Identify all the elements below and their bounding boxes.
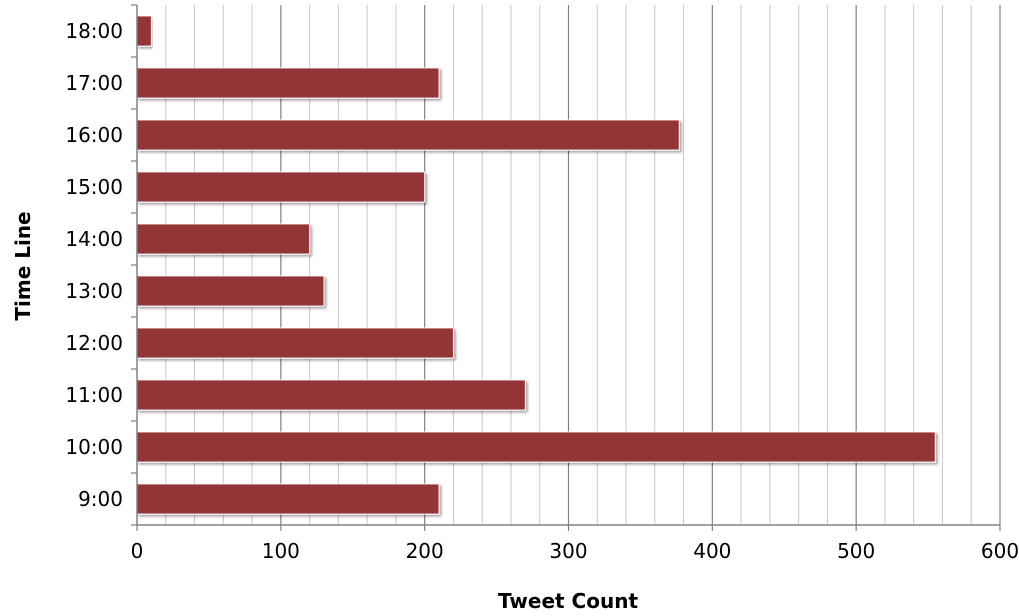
x-tick-label: 100	[262, 539, 300, 563]
bar	[136, 483, 440, 515]
y-tick-label: 14:00	[65, 227, 123, 251]
bar	[136, 275, 325, 307]
y-tick-label: 13:00	[65, 279, 123, 303]
y-axis-title: Time Line	[11, 211, 35, 320]
x-tick-label: 300	[549, 539, 587, 563]
bar	[136, 119, 680, 151]
x-tick-label: 0	[131, 539, 144, 563]
y-tick-label: 16:00	[65, 123, 123, 147]
y-tick-label: 17:00	[65, 71, 123, 95]
bar	[136, 67, 440, 99]
axes	[131, 4, 1001, 531]
x-tick-label: 500	[837, 539, 875, 563]
y-tick-label: 18:00	[65, 19, 123, 43]
bar	[136, 379, 526, 411]
y-tick-label: 12:00	[65, 331, 123, 355]
bar	[136, 223, 311, 255]
x-tick-labels: 0 100 200 300 400 500 600	[131, 539, 1019, 563]
x-axis-title: Tweet Count	[498, 589, 638, 613]
bar	[136, 171, 426, 203]
y-tick-labels: 9:00 10:00 11:00 12:00 13:00 14:00 15:00 16:00 1…	[65, 19, 123, 511]
bar	[136, 431, 936, 463]
y-tick-label: 10:00	[65, 435, 123, 459]
bar	[136, 15, 152, 47]
x-tick-label: 400	[693, 539, 731, 563]
x-tick-label: 200	[406, 539, 444, 563]
x-tick-label: 600	[981, 539, 1019, 563]
y-tick-label: 11:00	[65, 383, 123, 407]
y-tick-label: 15:00	[65, 175, 123, 199]
bar	[136, 327, 454, 359]
y-tick-label: 9:00	[78, 487, 123, 511]
bars	[136, 15, 936, 515]
